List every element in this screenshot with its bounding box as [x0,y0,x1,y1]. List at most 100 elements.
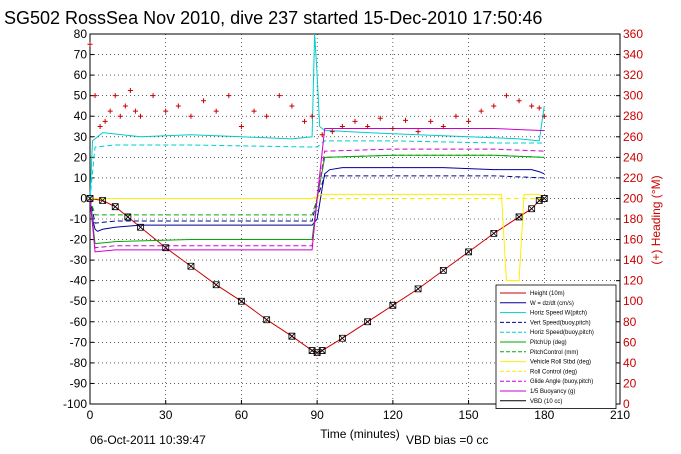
y-tick-label: 10 [74,171,88,185]
heading-point [97,124,103,129]
legend: Height (10m) W = dz/dt (cm/s) Horiz Speed … [495,284,617,409]
legend-entry: Vehicle Roll Stbd (deg) [530,360,591,366]
x-axis-label: Time (minutes) [320,427,400,441]
x-tick-label: 90 [310,408,324,422]
heading-point [226,93,232,99]
x-axis-ticks: 0 30 60 90 120 150 180 210 [87,400,630,422]
series-vehicle-roll-stbd-deg [90,193,545,282]
vbd-point [124,213,132,221]
heading-point [132,108,138,114]
y-tick-label: 50 [74,89,88,103]
y2-tick-label: 360 [623,27,643,41]
heading-point [238,124,244,129]
heading-point [516,98,522,104]
y2-tick-label: 320 [623,68,643,82]
y2-tick-label: 80 [623,315,637,329]
heading-point [127,88,133,94]
y-tick-label: -60 [70,315,88,329]
legend-box [495,284,617,409]
y2-tick-label: 0 [623,397,630,411]
y2-tick-label: 20 [623,376,637,390]
y-tick-label: -30 [70,253,88,267]
y2-tick-label: 140 [623,253,643,267]
footer-timestamp: 06-Oct-2011 10:39:47 [90,433,206,447]
y-tick-label: -50 [70,294,88,308]
y-tick-label: 0 [80,191,87,205]
y-tick-label: 70 [74,48,88,62]
y2-tick-label: 340 [623,48,643,62]
legend-entry: Horiz Speed W(pitch) [530,311,587,317]
heading-point [339,124,345,129]
heading-point [137,113,143,119]
legend-entry: Roll Control (deg) [530,369,577,375]
heading-point [491,103,497,109]
series-heading [87,41,547,138]
legend-entry: VBD (10 cc) [530,399,562,405]
vbd-point [540,195,548,202]
y2-tick-label: 300 [623,89,643,103]
y2-axis-label: (+) Heading (°M) [649,175,663,264]
heading-point [478,108,484,114]
vbd-point [439,266,447,274]
y2-tick-label: 100 [623,294,643,308]
y2-tick-label: 260 [623,130,643,144]
y-axis-ticks: -100-90-80-70-60-50-40-30-20-10010203040… [63,27,94,411]
heading-point [122,103,128,109]
y2-tick-label: 160 [623,233,643,247]
heading-point [175,103,181,109]
vbd-point [212,281,220,289]
y-tick-label: -40 [70,274,88,288]
heading-point [329,129,335,135]
series-pitchcontrol-mm [89,154,545,216]
x-tick-label: 30 [159,408,173,422]
y-tick-label: -90 [70,376,88,390]
heading-point [466,118,472,124]
heading-point [117,113,123,119]
y2-tick-label: 200 [623,191,643,205]
x-tick-label: 210 [610,408,630,422]
y2-tick-label: 120 [623,274,643,288]
y-tick-label: -100 [63,397,87,411]
heading-point [319,132,325,138]
vbd-point [338,334,346,342]
heading-point [163,108,169,114]
legend-entry: Height (10m) [530,291,565,297]
legend-entry: PitchUp (deg) [530,340,567,346]
heading-point [213,108,219,114]
vbd-point [263,316,271,324]
heading-point [309,113,315,119]
vbd-point [490,229,498,237]
vbd-point [318,347,326,354]
y-tick-label: 20 [74,150,88,164]
vbd-point [187,262,195,270]
legend-entry: PitchControl (mm) [530,350,578,356]
y-tick-label: 30 [74,130,88,144]
x-tick-label: 120 [383,408,403,422]
heading-point [503,93,509,99]
series-height-10m [89,197,545,354]
footer-vbd-bias: VBD bias =0 cc [406,433,488,447]
heading-point [188,113,194,119]
series-horiz-speed-buoy-pitch [89,140,545,199]
legend-entry: Vert Speed(buoy,pitch) [530,320,591,326]
heading-point [201,98,207,104]
y2-tick-label: 280 [623,109,643,123]
heading-point [428,118,434,124]
vbd-point [162,244,170,252]
x-tick-label: 150 [459,408,479,422]
heading-point [107,108,113,114]
series-layer [86,33,548,357]
vbd-point [528,205,536,213]
legend-entry: 1/5 Buoyancy (g) [530,389,575,395]
heading-point [541,113,547,119]
heading-point [112,93,118,99]
y-tick-label: -20 [70,233,88,247]
y-tick-label: 80 [74,27,88,41]
heading-point [264,113,270,119]
x-tick-label: 0 [87,408,94,422]
heading-point [150,93,156,99]
heading-point [92,93,98,99]
heading-point [365,124,371,129]
y2-tick-label: 220 [623,171,643,185]
y-tick-label: -10 [70,212,88,226]
